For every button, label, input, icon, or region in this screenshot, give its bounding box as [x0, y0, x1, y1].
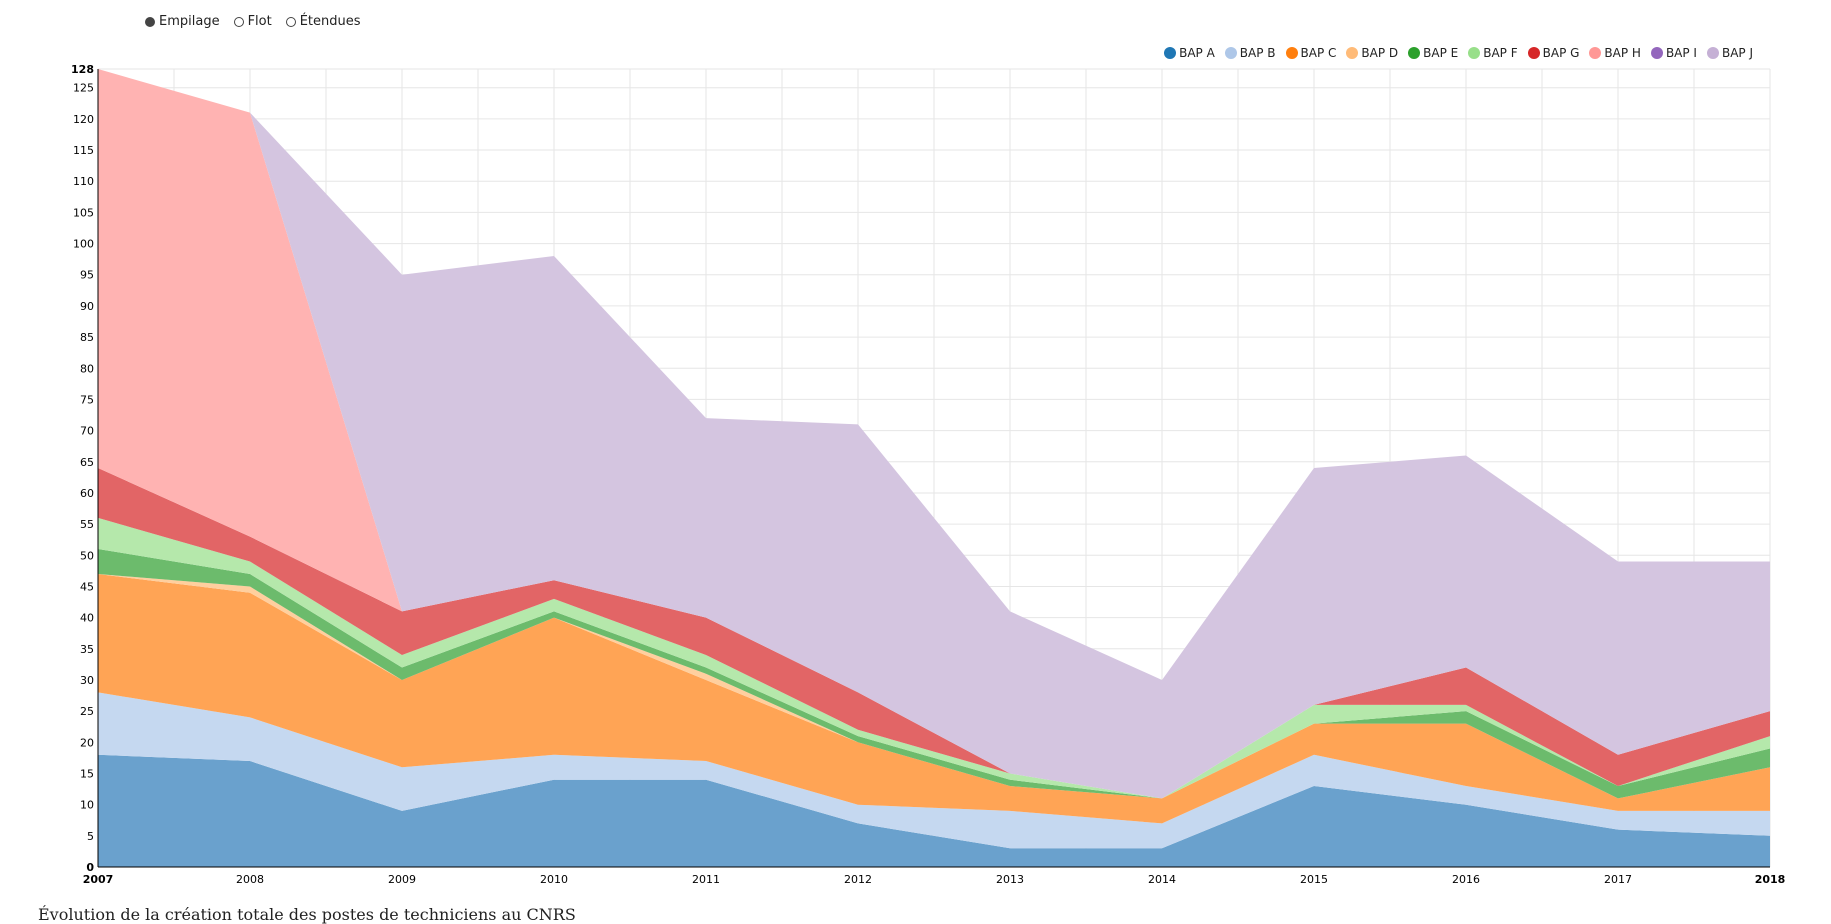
- legend-label: BAP I: [1665, 46, 1697, 60]
- y-tick-label: 128: [71, 63, 94, 76]
- legend-item-bap-b[interactable]: BAP B: [1224, 46, 1276, 60]
- legend-item-bap-a[interactable]: BAP A: [1164, 46, 1215, 60]
- y-tick-label: 50: [80, 549, 94, 562]
- y-tick-label: 120: [73, 113, 94, 126]
- legend-swatch-icon: [1650, 47, 1663, 59]
- legend-label: BAP H: [1604, 46, 1641, 60]
- legend-label: BAP A: [1179, 46, 1215, 60]
- radio-dot-icon: [145, 16, 155, 27]
- legend-swatch-icon: [1589, 47, 1602, 59]
- x-tick-label: 2013: [996, 873, 1024, 886]
- legend-label: BAP J: [1721, 46, 1753, 60]
- legend-swatch-icon: [1706, 47, 1719, 59]
- radio-etendues[interactable]: Étendues: [285, 14, 361, 29]
- x-tick-label: 2018: [1755, 873, 1786, 886]
- area-bap-j[interactable]: [98, 69, 1770, 799]
- radio-label: Flot: [247, 14, 272, 29]
- chart-areas: [98, 69, 1770, 867]
- y-tick-label: 80: [80, 362, 94, 375]
- y-tick-label: 125: [73, 82, 94, 95]
- radio-flot[interactable]: Flot: [233, 14, 272, 29]
- x-tick-label: 2014: [1148, 873, 1176, 886]
- legend-label: BAP B: [1239, 46, 1276, 60]
- legend-item-bap-f[interactable]: BAP F: [1468, 46, 1518, 60]
- area-bap-a[interactable]: [98, 754, 1770, 867]
- y-tick-label: 115: [73, 144, 94, 157]
- legend-item-bap-c[interactable]: BAP C: [1285, 46, 1337, 60]
- area-bap-b[interactable]: [98, 692, 1770, 849]
- y-tick-label: 45: [80, 580, 94, 593]
- y-tick-label: 20: [80, 736, 94, 749]
- legend-item-bap-j[interactable]: BAP J: [1706, 46, 1753, 60]
- legend-item-bap-i[interactable]: BAP I: [1650, 46, 1697, 60]
- legend-item-bap-e[interactable]: BAP E: [1408, 46, 1458, 60]
- x-tick-label: 2017: [1604, 873, 1632, 886]
- y-tick-label: 30: [80, 674, 94, 687]
- area-bap-g[interactable]: [98, 468, 1770, 799]
- x-tick-label: 2015: [1300, 873, 1328, 886]
- y-tick-label: 10: [80, 799, 94, 812]
- y-tick-label: 55: [80, 518, 94, 531]
- radio-dot-icon: [233, 16, 244, 27]
- radio-dot-icon: [285, 16, 296, 27]
- x-tick-label: 2009: [388, 873, 416, 886]
- y-tick-label: 60: [80, 487, 94, 500]
- x-tick-label: 2016: [1452, 873, 1480, 886]
- area-bap-d[interactable]: [98, 574, 1770, 799]
- chart-axes: 0 5 10 15 20 25 30 35 40 45 50 55 60 65 70 75 80 85 90 95 10…: [71, 63, 1785, 886]
- y-tick-label: 0: [86, 861, 94, 874]
- legend-label: BAP F: [1483, 46, 1518, 60]
- legend-swatch-icon: [1408, 47, 1421, 59]
- radio-empilage[interactable]: Empilage: [145, 14, 220, 29]
- legend-label: BAP E: [1423, 46, 1459, 60]
- legend-label: BAP C: [1300, 46, 1337, 60]
- legend-item-bap-d[interactable]: BAP D: [1346, 46, 1398, 60]
- stacked-area-chart: 0 5 10 15 20 25 30 35 40 45 50 55 60 65 70 75 80 85 90 95 10…: [71, 63, 1785, 886]
- x-tick-label: 2011: [692, 873, 720, 886]
- y-tick-label: 85: [80, 331, 94, 344]
- legend-label: BAP D: [1361, 46, 1399, 60]
- x-tick-label: 2008: [236, 873, 264, 886]
- x-tick-label: 2012: [844, 873, 872, 886]
- stack-mode-controls: Empilage Flot Étendues: [145, 14, 361, 29]
- radio-label: Empilage: [159, 14, 220, 29]
- y-tick-label: 5: [87, 830, 94, 843]
- chart-caption: Évolution de la création totale des post…: [38, 905, 576, 924]
- y-tick-label: 95: [80, 269, 94, 282]
- radio-label: Étendues: [299, 14, 361, 29]
- y-tick-label: 25: [80, 705, 94, 718]
- y-tick-label: 40: [80, 612, 94, 625]
- legend-swatch-icon: [1164, 47, 1177, 59]
- area-bap-c[interactable]: [98, 574, 1770, 824]
- y-tick-label: 90: [80, 300, 94, 313]
- y-tick-label: 35: [80, 643, 94, 656]
- chart-legend: BAP A BAP B BAP C BAP D BAP E BAP F BAP G BAP H…: [1164, 46, 1753, 60]
- x-tick-label: 2007: [83, 873, 114, 886]
- y-tick-label: 70: [80, 425, 94, 438]
- y-tick-label: 75: [80, 393, 94, 406]
- y-tick-label: 15: [80, 767, 94, 780]
- legend-swatch-icon: [1346, 47, 1359, 59]
- legend-swatch-icon: [1468, 47, 1481, 59]
- legend-swatch-icon: [1527, 47, 1540, 59]
- legend-item-bap-g[interactable]: BAP G: [1527, 46, 1580, 60]
- legend-label: BAP G: [1542, 46, 1580, 60]
- y-tick-label: 100: [73, 238, 94, 251]
- y-tick-label: 110: [73, 175, 94, 188]
- y-tick-label: 105: [73, 206, 94, 219]
- x-tick-label: 2010: [540, 873, 568, 886]
- legend-swatch-icon: [1224, 47, 1237, 59]
- legend-item-bap-h[interactable]: BAP H: [1589, 46, 1641, 60]
- y-tick-label: 65: [80, 456, 94, 469]
- legend-swatch-icon: [1285, 47, 1298, 59]
